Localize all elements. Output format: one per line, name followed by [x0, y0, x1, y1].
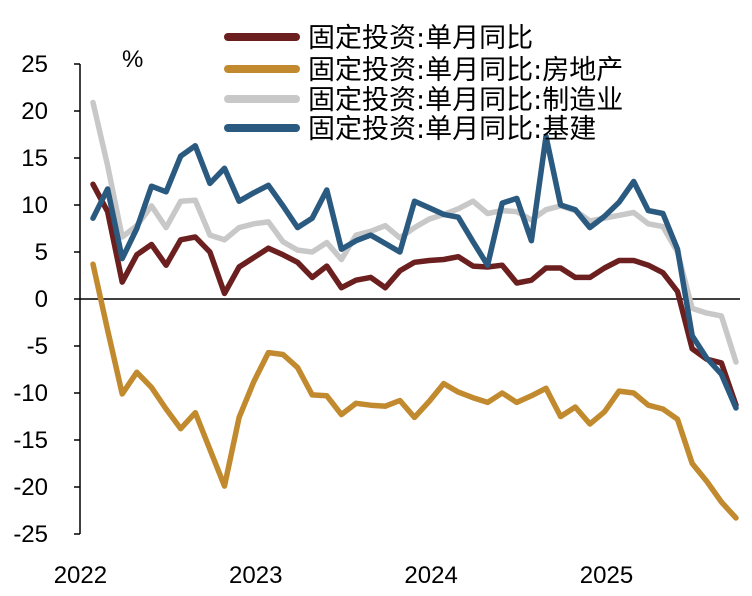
- y-tick-label: 20: [21, 98, 48, 125]
- y-tick-label: -5: [27, 333, 48, 360]
- y-tick-label: 0: [35, 286, 48, 313]
- y-tick-label: 5: [35, 239, 48, 266]
- x-tick-label: 2023: [229, 562, 282, 589]
- x-tick-label: 2022: [54, 562, 107, 589]
- y-tick-label: -20: [13, 474, 48, 501]
- y-tick-label: 10: [21, 192, 48, 219]
- series-line-2: [90, 99, 739, 365]
- legend-label-3: 固定投资:单月同比:基建: [308, 114, 596, 145]
- y-tick-label: 25: [21, 51, 48, 78]
- x-tick-labels: 2022 2023 2024 2025: [54, 562, 633, 589]
- legend-label-2: 固定投资:单月同比:制造业: [308, 85, 623, 116]
- x-tick-label: 2024: [404, 562, 457, 589]
- y-tick-labels: 25 20 15 10 5 0 -5 -10 -15 -20 -25: [13, 51, 80, 548]
- unit-label: %: [122, 46, 143, 73]
- y-tick-label: -25: [13, 521, 48, 548]
- series-line-0: [90, 181, 739, 408]
- legend-label-1: 固定投资:单月同比:房地产: [308, 55, 623, 86]
- x-tick-label: 2025: [580, 562, 633, 589]
- series-line-1: [90, 261, 739, 521]
- y-tick-label: 15: [21, 145, 48, 172]
- y-tick-label: -15: [13, 427, 48, 454]
- y-tick-label: -10: [13, 380, 48, 407]
- legend: 固定投资:单月同比固定投资:单月同比:房地产固定投资:单月同比:制造业固定投资:…: [224, 23, 623, 145]
- series-lines: [90, 99, 739, 521]
- legend-label-0: 固定投资:单月同比: [308, 23, 533, 54]
- series-line-3: [90, 133, 739, 411]
